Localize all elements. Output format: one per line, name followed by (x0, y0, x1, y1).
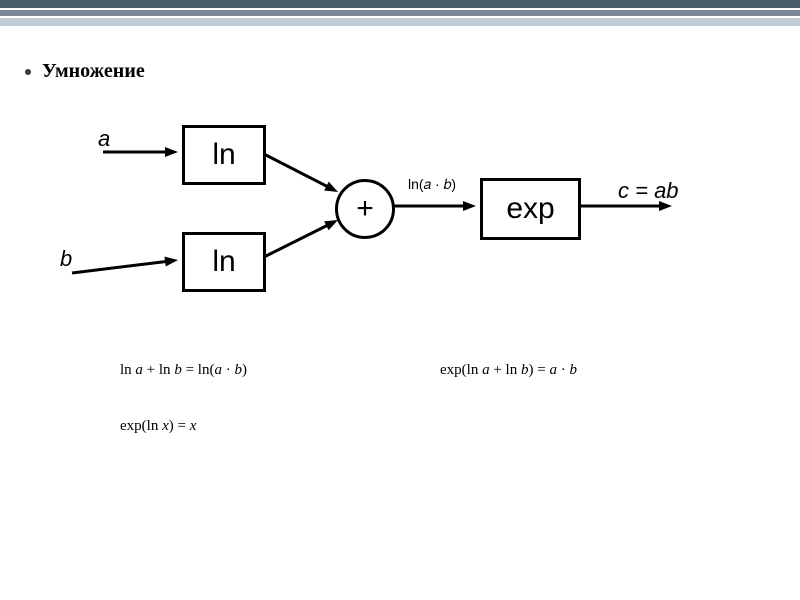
node-ln1: ln (182, 125, 266, 185)
arrowhead-a_src (165, 147, 178, 157)
arrowhead-b_src (164, 257, 178, 267)
diagram-stage: ln ln + exp a b ln(𝑎 · 𝑏) c = ab (0, 0, 800, 600)
edge-b_src (72, 261, 170, 273)
node-exp: exp (480, 178, 581, 240)
formula-2: exp(ln a + ln b) = a · b (440, 362, 577, 379)
arrowhead-ln1_out (324, 182, 338, 192)
node-plus: + (335, 179, 395, 239)
arrowhead-ln2_out (324, 220, 338, 230)
edge-ln1_out (260, 152, 331, 188)
label-out: c = ab (618, 178, 679, 204)
formula-1: ln a + ln b = ln(a · b) (120, 362, 247, 379)
formula-3: exp(ln x) = x (120, 418, 196, 435)
node-ln2: ln (182, 232, 266, 292)
arrowhead-plus_out (463, 201, 476, 211)
label-mid: ln(𝑎 · 𝑏) (408, 176, 456, 193)
edges-layer (0, 0, 800, 600)
edge-ln2_out (260, 223, 331, 259)
label-a: a (98, 126, 110, 152)
label-b: b (60, 246, 72, 272)
